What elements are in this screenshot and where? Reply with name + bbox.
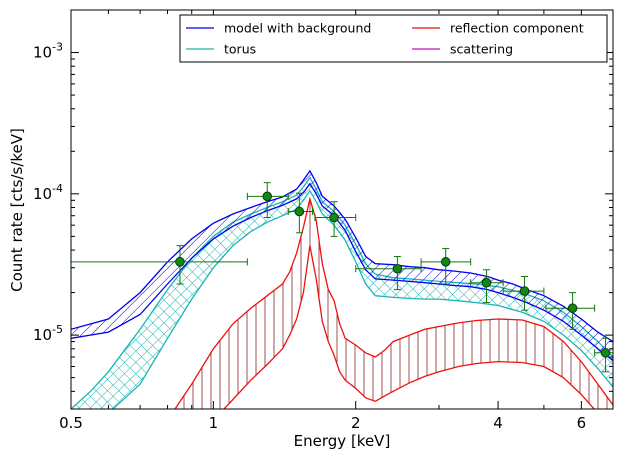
data-point	[502, 275, 545, 311]
x-tick-label: 4	[493, 414, 503, 432]
y-tick-label: 10-4	[33, 182, 63, 203]
legend-box	[179, 14, 608, 63]
plot-frame	[70, 9, 614, 410]
point-marker	[329, 212, 339, 223]
x-tick-label: 6	[577, 414, 587, 432]
y-axis-label: Count rate [cts/s/keV]	[8, 128, 26, 292]
point-marker	[519, 286, 530, 296]
data-point	[71, 245, 248, 285]
legend-label: scattering	[450, 42, 513, 57]
data-point	[594, 337, 613, 373]
x-tick-label: 1	[209, 414, 219, 432]
point-marker	[175, 257, 185, 267]
point-marker	[294, 206, 305, 217]
model-with-background-lower-line	[71, 182, 613, 362]
legend-entry: model with background	[186, 21, 371, 36]
point-marker	[567, 303, 578, 314]
x-axis-label: Energy [keV]	[294, 432, 391, 450]
data-point	[355, 256, 422, 291]
point-marker	[440, 257, 451, 267]
y-tick-label: 10-3	[33, 41, 63, 62]
legend-entry: torus	[186, 42, 256, 57]
tick-labels: 0.5 1 2 4 6 10-5 10-4 10-3	[33, 41, 586, 432]
legend-label: reflection component	[450, 21, 584, 36]
data-points	[71, 182, 613, 373]
legend-label: torus	[224, 42, 256, 57]
x-tick-label: 2	[351, 414, 361, 432]
data-point	[287, 192, 313, 234]
data-point	[246, 182, 289, 218]
reflection-component-lower-line	[223, 245, 595, 409]
point-marker	[481, 277, 492, 288]
point-marker	[262, 191, 273, 202]
legend: model with background reflection componen…	[179, 14, 608, 63]
torus-lower-line	[112, 189, 613, 409]
reflection-component-band	[175, 198, 613, 409]
legend-label: model with background	[224, 21, 371, 36]
data-point	[420, 248, 472, 285]
data-point	[470, 269, 504, 304]
data-point	[314, 201, 357, 237]
point-marker	[600, 347, 611, 358]
x-tick-label: 0.5	[59, 414, 83, 432]
model-with-background-upper-line	[71, 169, 613, 343]
reflection-component-upper-line	[174, 196, 613, 409]
y-tick-label: 10-5	[33, 323, 63, 344]
data-point	[545, 292, 596, 330]
point-marker	[392, 263, 403, 274]
legend-entry: scattering	[412, 42, 513, 57]
legend-entry: reflection component	[412, 21, 584, 36]
